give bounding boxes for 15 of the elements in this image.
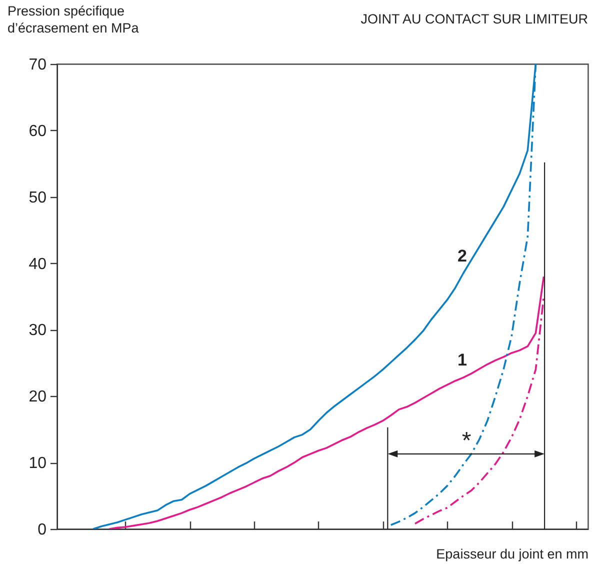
x-axis-title: Epaisseur du joint en mm — [436, 546, 588, 562]
y-axis-title: Pression spécifique d’écrasement en MPa — [8, 4, 140, 36]
line-series — [108, 276, 545, 529]
y-tick-label: 10 — [28, 455, 47, 472]
y-tick-label: 30 — [28, 322, 47, 340]
y-tick-label: 70 — [28, 56, 47, 74]
series-label: 2 — [458, 246, 468, 266]
y-tick-label: 50 — [28, 189, 47, 206]
y-tick-label: 60 — [28, 122, 47, 140]
chart-title: JOINT AU CONTACT SUR LIMITEUR — [360, 12, 588, 26]
series-label: 1 — [458, 350, 468, 370]
y-tick-label: 0 — [38, 522, 47, 538]
y-tick-label: 40 — [28, 256, 47, 273]
y-tick-label: 20 — [28, 388, 47, 406]
annotation: * — [462, 427, 472, 454]
